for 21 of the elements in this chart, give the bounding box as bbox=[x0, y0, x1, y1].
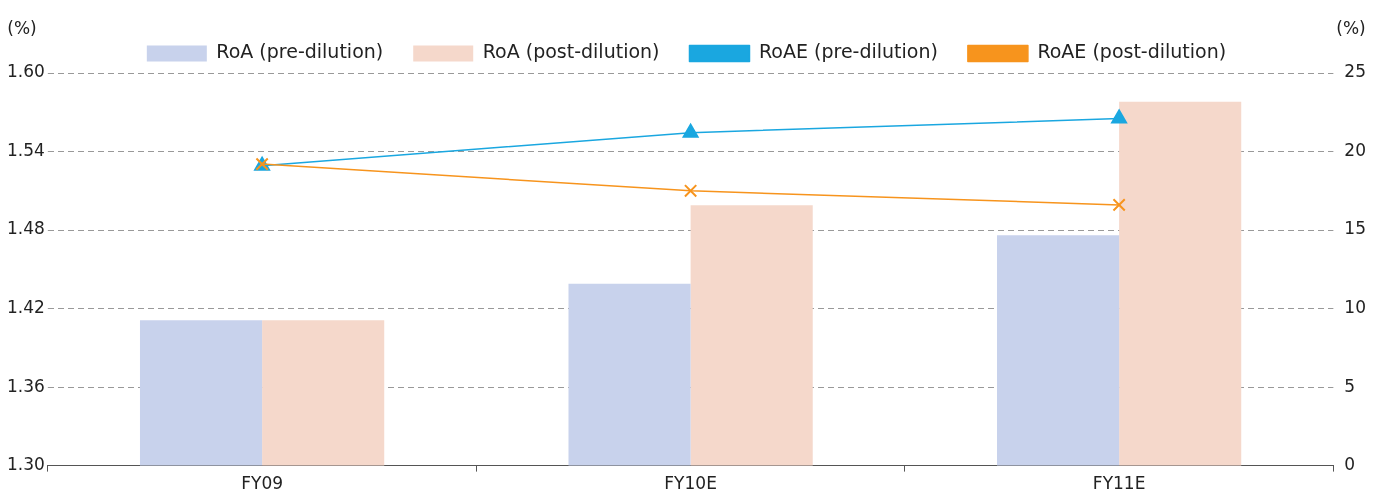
y-tick-label: 1.54 bbox=[6, 139, 45, 160]
y2-tick-label: 20 bbox=[1344, 139, 1367, 160]
x-tick-label: FY10E bbox=[664, 473, 717, 494]
y2-tick-label: 0 bbox=[1344, 454, 1356, 475]
y2-axis-title: (%) bbox=[1336, 17, 1366, 38]
y-axis-title: (%) bbox=[7, 17, 37, 38]
legend-label: RoA (post-dilution) bbox=[482, 40, 660, 63]
y2-tick-label: 25 bbox=[1344, 61, 1367, 82]
y-tick-label: 1.60 bbox=[6, 61, 45, 82]
legend-label: RoAE (post-dilution) bbox=[1037, 40, 1227, 63]
y-tick-label: 1.30 bbox=[6, 454, 45, 475]
legend-label: RoAE (pre-dilution) bbox=[759, 40, 938, 63]
y-tick-label: 1.48 bbox=[6, 218, 45, 239]
y-tick-label: 1.42 bbox=[6, 296, 45, 317]
y2-tick-label: 10 bbox=[1344, 296, 1367, 317]
y2-tick-label: 5 bbox=[1344, 375, 1356, 396]
legend-label: RoA (pre-dilution) bbox=[216, 40, 384, 63]
x-tick-label: FY09 bbox=[241, 473, 283, 494]
y2-tick-label: 15 bbox=[1344, 218, 1367, 239]
y-tick-label: 1.36 bbox=[6, 375, 45, 396]
x-tick-label: FY11E bbox=[1092, 473, 1146, 494]
